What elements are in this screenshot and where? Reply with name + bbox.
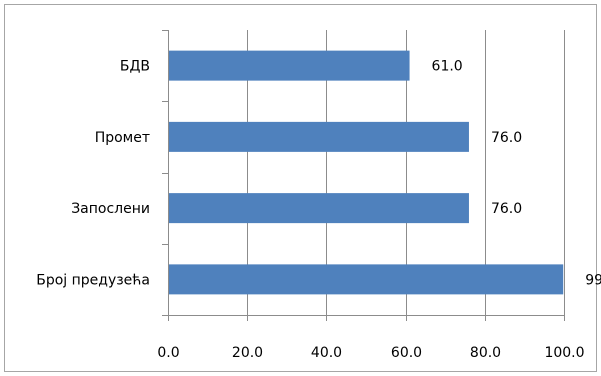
bar bbox=[168, 50, 410, 81]
x-tick-label: 40.0 bbox=[311, 345, 342, 361]
category-label: Број предузећа bbox=[36, 272, 150, 288]
x-tick-label: 80.0 bbox=[470, 345, 501, 361]
bar bbox=[168, 193, 469, 224]
axes bbox=[162, 30, 565, 321]
x-tick-label: 20.0 bbox=[232, 345, 263, 361]
x-tick-label: 100.0 bbox=[544, 345, 584, 361]
category-label: Запослени bbox=[71, 201, 150, 217]
category-label: БДВ bbox=[120, 59, 150, 75]
x-tick-label: 0.0 bbox=[157, 345, 179, 361]
data-label: 61.0 bbox=[432, 59, 463, 75]
x-tick-label: 60.0 bbox=[391, 345, 422, 361]
data-label: 76.0 bbox=[491, 201, 522, 217]
data-label: 99.8 bbox=[585, 272, 601, 288]
bars bbox=[168, 50, 564, 295]
bar bbox=[168, 121, 469, 152]
data-label: 76.0 bbox=[491, 130, 522, 146]
labels: 0.0 20.0 40.0 60.0 80.0 100.0 БДВ 61.0 Промет 76.… bbox=[36, 59, 601, 361]
bar bbox=[168, 264, 564, 295]
category-label: Промет bbox=[95, 130, 150, 146]
